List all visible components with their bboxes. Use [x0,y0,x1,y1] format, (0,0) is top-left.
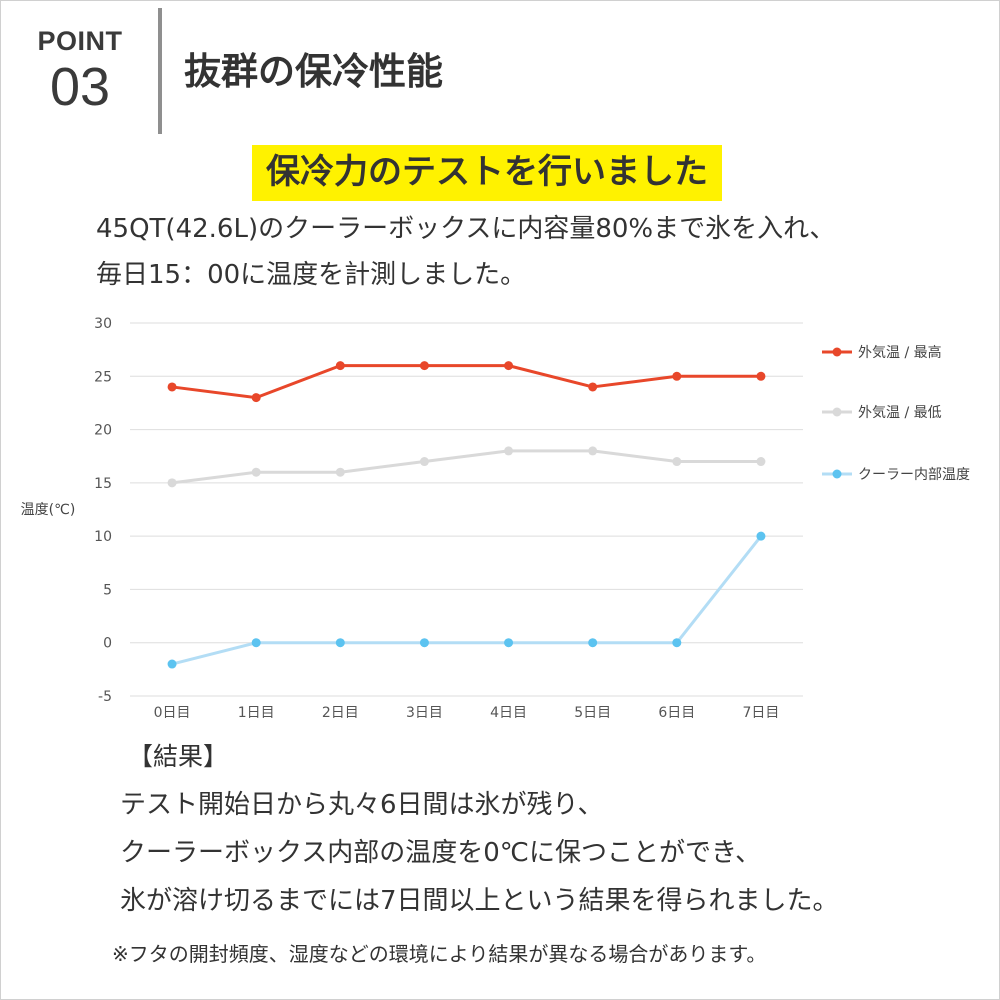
series-1 [167,361,766,403]
highlight-banner: 保冷力のテストを行いました [252,145,722,201]
point-badge: POINT 03 [20,26,140,116]
x-tick-label: 3日目 [406,705,443,721]
data-point [335,638,345,648]
result-title: 【結果】 [128,742,229,771]
data-point [672,371,682,381]
x-tick-label: 2日目 [322,705,359,721]
data-point [167,382,177,392]
legend-marker [832,347,842,357]
data-point [588,382,598,392]
x-tick-label: 6日目 [658,705,695,721]
x-tick-label: 7日目 [742,705,779,721]
y-tick-label: 0 [103,636,112,652]
x-tick-label: 0日目 [154,705,191,721]
legend-item: 外気温 / 最低 [822,405,942,421]
data-point [251,638,261,648]
description-line-1: 45QT(42.6L)のクーラーボックスに内容量80%まで氷を入れ、 [96,214,836,244]
data-point [588,638,598,648]
legend-item: 外気温 / 最高 [822,344,942,361]
legend-label: クーラー内部温度 [858,467,970,483]
data-point [756,531,766,541]
y-tick-label: 15 [94,476,112,492]
series-2 [167,446,766,488]
data-point [335,361,345,371]
y-tick-label: 10 [94,529,112,545]
data-point [167,659,177,669]
legend-label: 外気温 / 最低 [858,405,942,421]
series-line [170,449,763,485]
disclaimer-note: ※フタの開封頻度、湿度などの環境により結果が異なる場合があります。 [112,942,767,966]
series-line [170,534,763,666]
series-3 [167,531,766,669]
result-line-2: クーラーボックス内部の温度を0℃に保つことができ、 [120,838,762,868]
data-point [419,638,429,648]
data-point [419,457,429,467]
y-tick-label: 20 [94,423,112,439]
legend-item: クーラー内部温度 [822,467,970,483]
result-line-1: テスト開始日から丸々6日間は氷が残り、 [120,790,604,820]
data-point [588,446,598,456]
y-axis-label: 温度(℃) [21,502,76,518]
chart-grid [130,322,803,697]
y-axis-ticks: 30 25 20 15 10 5 0 -5 [94,316,112,705]
data-point [251,393,261,403]
point-number: 03 [49,57,111,117]
data-point [504,446,514,456]
x-tick-label: 5日目 [574,705,611,721]
y-tick-label: 5 [103,582,112,598]
legend-marker [832,407,842,417]
data-point [756,371,766,381]
point-label: POINT [37,26,123,56]
section-heading: 抜群の保冷性能 [184,50,443,93]
data-point [251,467,261,477]
data-point [167,478,177,488]
y-tick-label: 30 [94,316,112,332]
x-tick-label: 4日目 [490,705,527,721]
data-point [419,361,429,371]
description-line-2: 毎日15：00に温度を計測しました。 [96,260,527,290]
legend-marker [832,469,842,479]
y-tick-label: 25 [94,369,112,385]
data-point [756,457,766,467]
series-line [170,364,763,400]
data-point [335,467,345,477]
result-line-3: 氷が溶け切るまでには7日間以上という結果を得られました。 [120,886,839,916]
data-point [672,457,682,467]
data-point [672,638,682,648]
y-tick-label: -5 [98,689,112,705]
x-axis-ticks: 0日目 1日目 2日目 3日目 4日目 5日目 6日目 7日目 [154,705,780,721]
data-point [504,361,514,371]
vertical-divider [158,8,162,134]
legend-label: 外気温 / 最高 [858,344,942,361]
data-point [504,638,514,648]
chart-series [167,361,766,669]
x-tick-label: 1日目 [238,705,275,721]
